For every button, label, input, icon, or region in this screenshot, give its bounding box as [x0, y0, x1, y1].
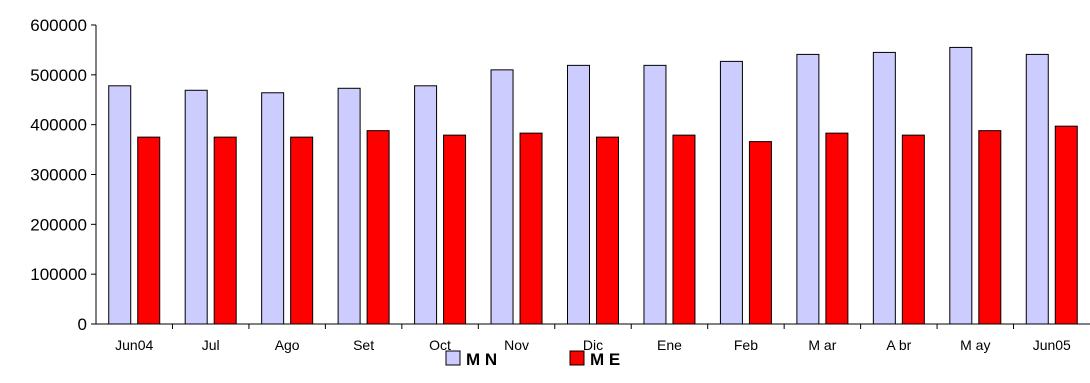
- y-tick-label: 300000: [30, 166, 87, 185]
- bar-mn: [490, 69, 514, 325]
- legend-swatch: [569, 350, 585, 366]
- y-tick-label: 600000: [30, 16, 87, 35]
- bar-mn: [567, 64, 590, 325]
- legend-swatch: [445, 350, 461, 366]
- bar-me: [748, 141, 772, 325]
- bar-me: [519, 132, 543, 325]
- x-tick-label: M ay: [960, 337, 990, 353]
- x-tick-label: A br: [886, 337, 911, 353]
- y-tick-label: 200000: [30, 215, 87, 234]
- y-tick-label: 0: [78, 315, 87, 334]
- bars: [108, 46, 1078, 325]
- bar-me: [672, 134, 696, 325]
- y-axis: 0 100000 200000 300000 400000 500000 600000: [30, 16, 97, 334]
- x-tick-label: Dic: [583, 337, 603, 353]
- bar-me: [901, 134, 925, 325]
- x-tick-label: Ene: [657, 337, 682, 353]
- bar-mn: [261, 92, 285, 325]
- x-tick-label: Jun04: [115, 337, 153, 353]
- legend-label: M E: [590, 350, 620, 369]
- x-tick-label: Oct: [429, 337, 451, 353]
- x-tick-label: Jul: [202, 337, 220, 353]
- bar-mn: [796, 53, 820, 325]
- bar-mn: [184, 89, 208, 325]
- bar-mn: [643, 64, 667, 325]
- x-tick-label: Nov: [504, 337, 529, 353]
- bar-me: [213, 136, 237, 325]
- bar-mn: [1025, 53, 1049, 325]
- x-tick-label: Set: [353, 337, 374, 353]
- x-tick-label: Ago: [275, 337, 300, 353]
- x-tick-label: M ar: [808, 337, 836, 353]
- bar-me: [1054, 125, 1078, 325]
- x-tick-label: Feb: [734, 337, 758, 353]
- y-tick-label: 100000: [30, 265, 87, 284]
- bar-mn: [719, 60, 743, 325]
- y-tick-label: 500000: [30, 66, 87, 85]
- bar-mn: [108, 85, 132, 325]
- bar-me: [825, 132, 849, 325]
- x-axis: Jun04 Jul Ago Set Oct Nov Dic Ene Feb M ar A br M a…: [96, 323, 1090, 353]
- bar-me: [596, 136, 619, 325]
- legend-label: M N: [466, 350, 497, 369]
- bar-mn: [872, 51, 896, 325]
- bar-me: [443, 134, 467, 325]
- bar-mn: [414, 85, 438, 325]
- bar-mn: [949, 46, 973, 325]
- bar-me: [290, 136, 314, 325]
- bar-mn: [337, 87, 361, 325]
- bar-me: [366, 130, 390, 325]
- bar-me: [137, 136, 161, 325]
- y-tick-label: 400000: [30, 116, 87, 135]
- x-tick-label: Jun05: [1033, 337, 1071, 353]
- bar-me: [978, 130, 1002, 325]
